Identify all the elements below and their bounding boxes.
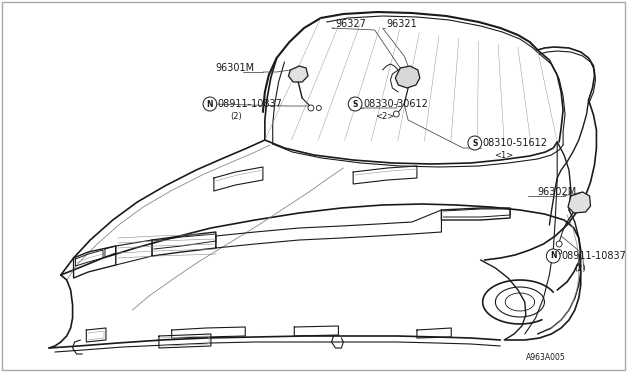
- Polygon shape: [396, 66, 420, 88]
- Circle shape: [316, 106, 321, 110]
- Text: N: N: [207, 99, 213, 109]
- Text: N: N: [550, 251, 557, 260]
- Circle shape: [203, 97, 217, 111]
- Circle shape: [557, 250, 562, 254]
- Text: A963A005: A963A005: [526, 353, 566, 362]
- Circle shape: [308, 105, 314, 111]
- Text: 08911-10837: 08911-10837: [561, 251, 626, 261]
- Text: 96327: 96327: [335, 19, 366, 29]
- Text: S: S: [472, 138, 477, 148]
- Text: S: S: [353, 99, 358, 109]
- Circle shape: [547, 249, 560, 263]
- Circle shape: [394, 111, 399, 117]
- Text: 96321: 96321: [387, 19, 417, 29]
- Circle shape: [468, 136, 482, 150]
- Text: (2): (2): [574, 263, 586, 273]
- Text: 96302M: 96302M: [538, 187, 577, 197]
- Text: 08310-51612: 08310-51612: [483, 138, 548, 148]
- Circle shape: [348, 97, 362, 111]
- Text: (2): (2): [230, 112, 243, 121]
- Text: <1>: <1>: [495, 151, 514, 160]
- Circle shape: [556, 241, 562, 247]
- Polygon shape: [289, 66, 308, 82]
- Polygon shape: [568, 192, 591, 213]
- Text: 08911-10837: 08911-10837: [218, 99, 283, 109]
- Text: 08330-30612: 08330-30612: [363, 99, 428, 109]
- Text: <2>: <2>: [375, 112, 394, 121]
- Text: 96301M: 96301M: [216, 63, 255, 73]
